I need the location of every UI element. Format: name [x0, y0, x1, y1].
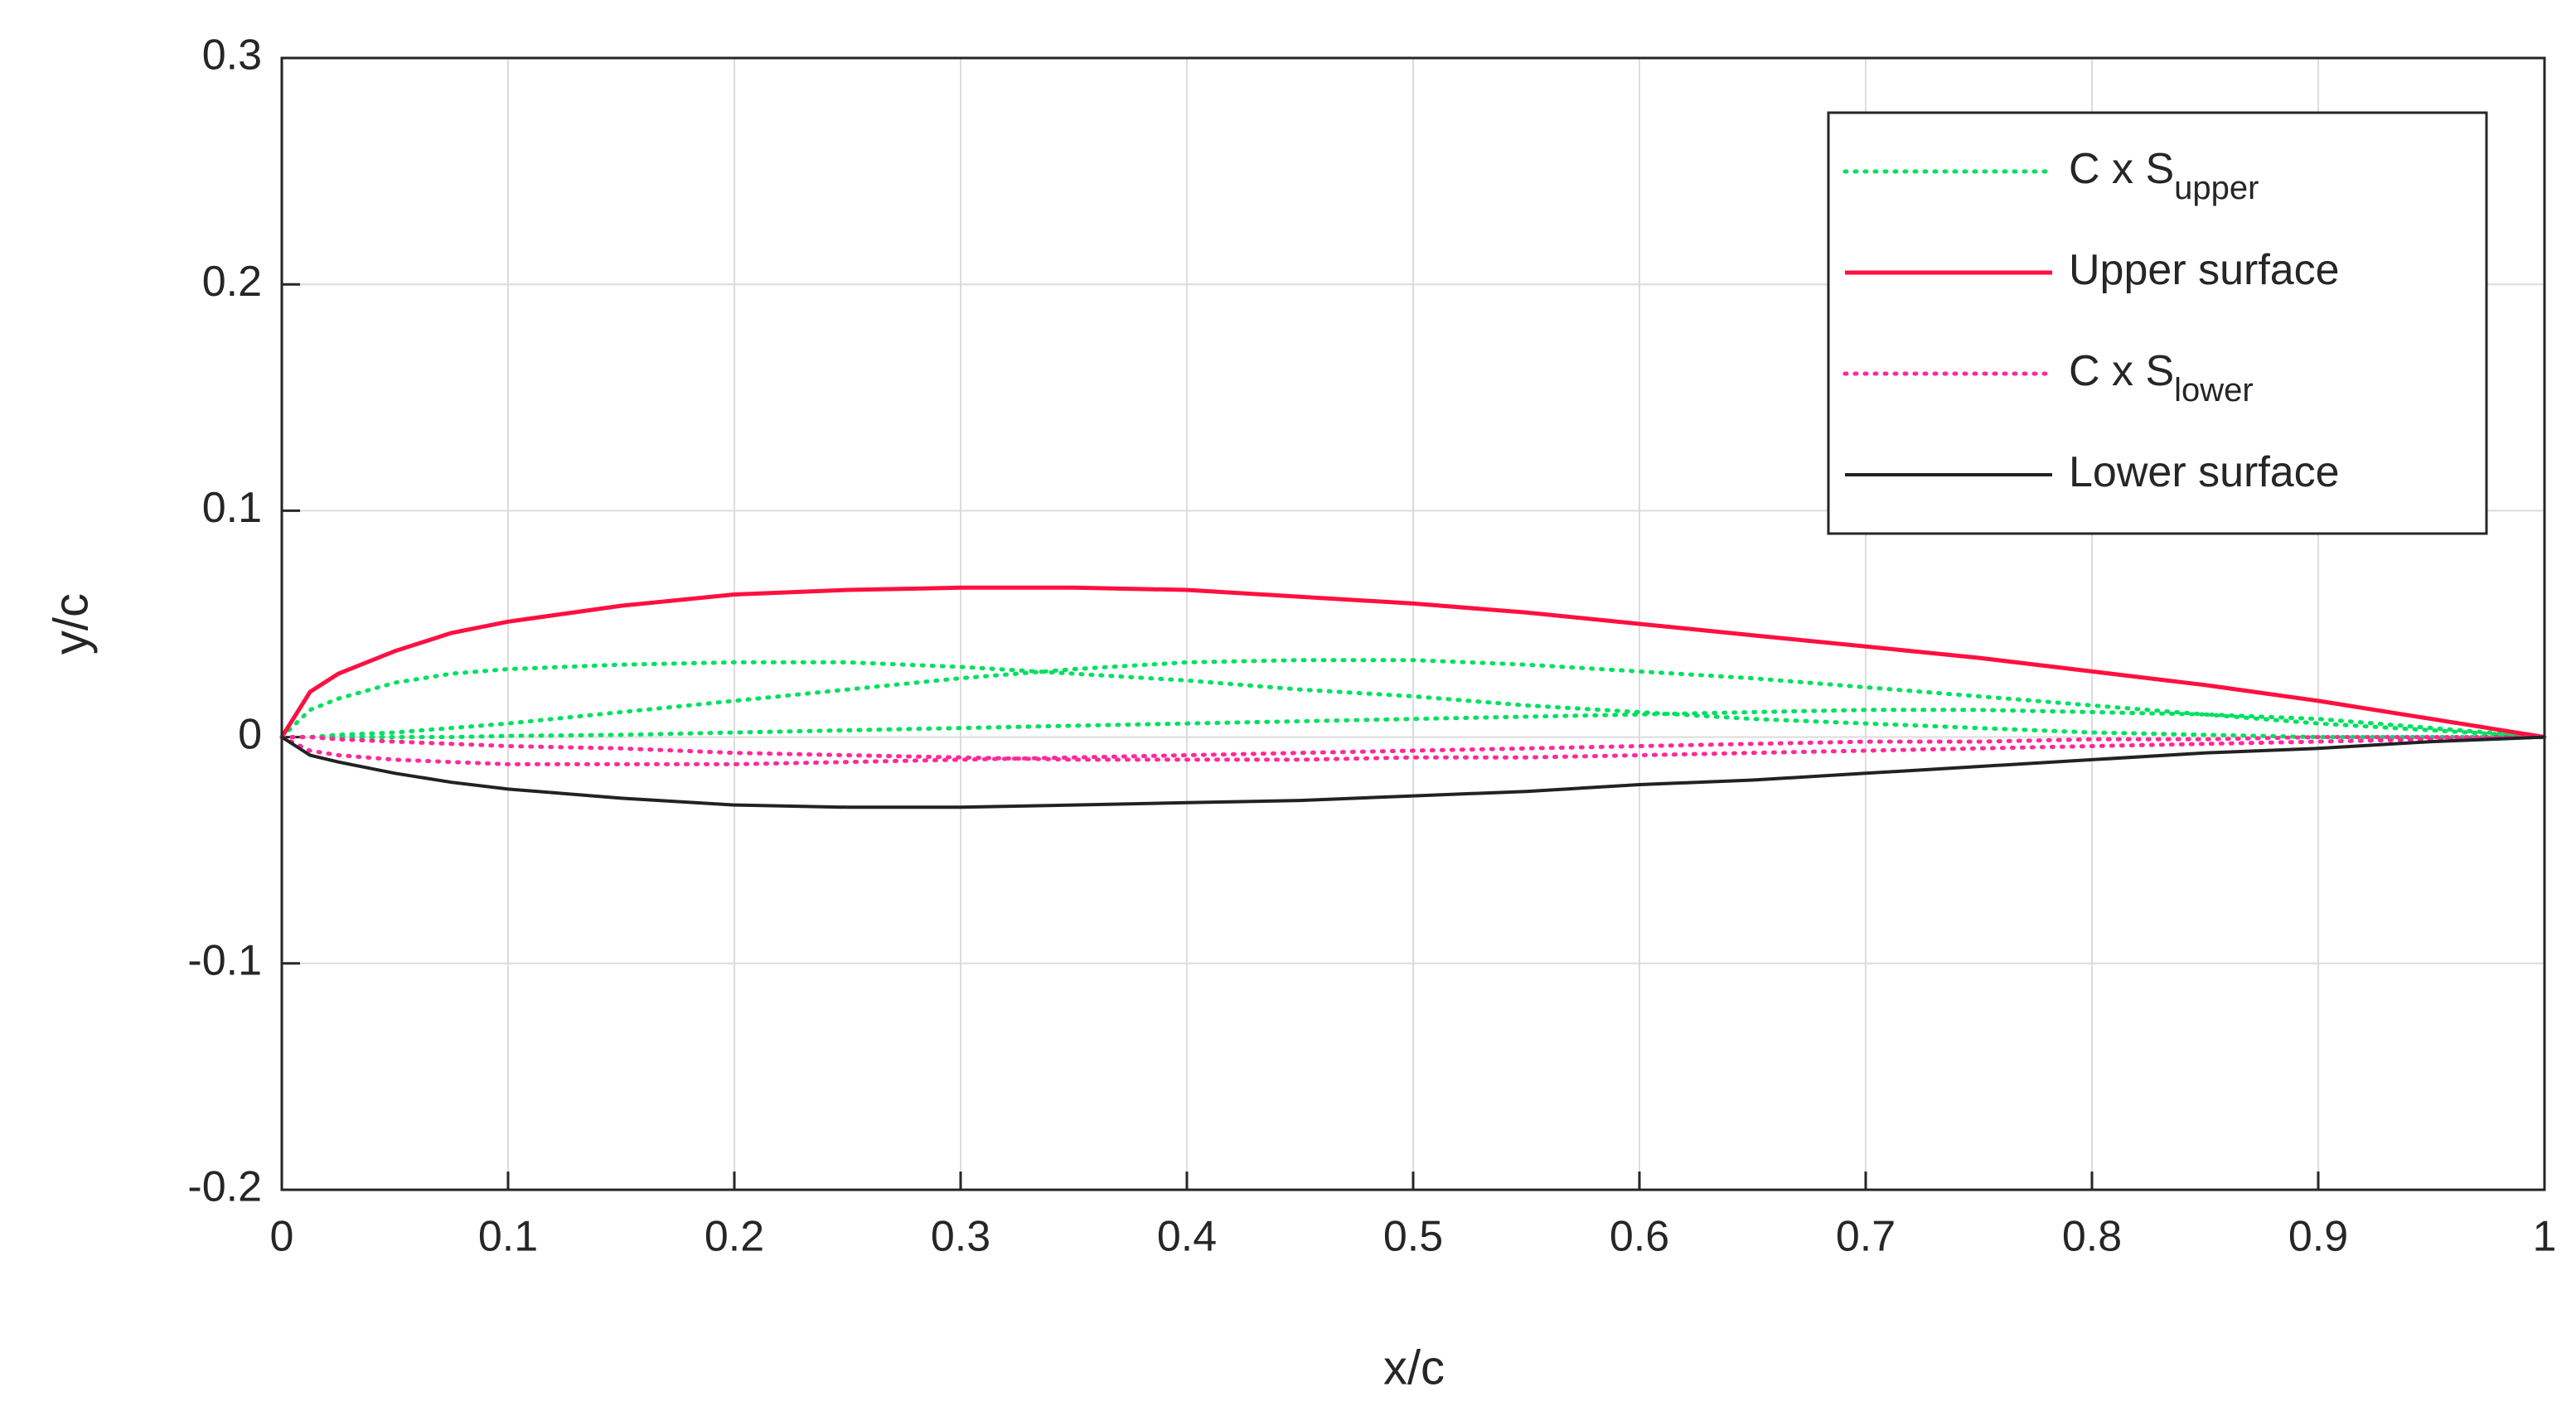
x-tick-label: 0.9: [2288, 1213, 2348, 1261]
y-axis-label: y/c: [44, 593, 98, 655]
x-tick-label: 0.8: [2062, 1213, 2122, 1261]
y-tick-label: 0.1: [202, 484, 262, 532]
legend-subscript: lower: [2174, 372, 2254, 408]
x-tick-label: 0.7: [1836, 1213, 1896, 1261]
series-line: [280, 735, 2545, 809]
series-line: [279, 658, 2547, 740]
series-line: [279, 708, 2547, 740]
legend-box: [1827, 111, 2488, 535]
legend-label: Lower surface: [2069, 448, 2340, 496]
legend-name: C x S: [2069, 145, 2174, 193]
x-tick-label: 0.5: [1383, 1213, 1443, 1261]
y-tick-label: 0: [238, 710, 262, 758]
y-tick-label: 0.2: [202, 258, 262, 306]
x-axis-label: x/c: [1383, 1341, 1445, 1394]
y-tick-label: 0.3: [202, 31, 262, 80]
legend-subscript: upper: [2174, 170, 2259, 206]
y-tick-label: -0.2: [187, 1163, 262, 1211]
x-tick-label: 0.4: [1157, 1213, 1217, 1261]
axes-box: [280, 56, 2546, 1191]
legend-label: C x Supper: [2069, 145, 2259, 206]
x-tick-label: 1: [2533, 1213, 2557, 1261]
legend-label: Upper surface: [2069, 246, 2340, 294]
y-tick-label: -0.1: [187, 937, 262, 985]
legend-label: C x Slower: [2069, 347, 2254, 408]
x-tick-label: 0.2: [705, 1213, 764, 1261]
series-line: [279, 735, 2547, 766]
x-tick-label: 0.1: [478, 1213, 538, 1261]
x-tick-label: 0.3: [931, 1213, 990, 1261]
x-tick-label: 0: [270, 1213, 294, 1261]
series-line: [279, 735, 2547, 762]
x-tick-label: 0.6: [1610, 1213, 1669, 1261]
legend-name: Lower surface: [2069, 448, 2340, 496]
legend-name: C x S: [2069, 347, 2174, 395]
legend-name: Upper surface: [2069, 246, 2340, 294]
series-line: [279, 585, 2545, 740]
